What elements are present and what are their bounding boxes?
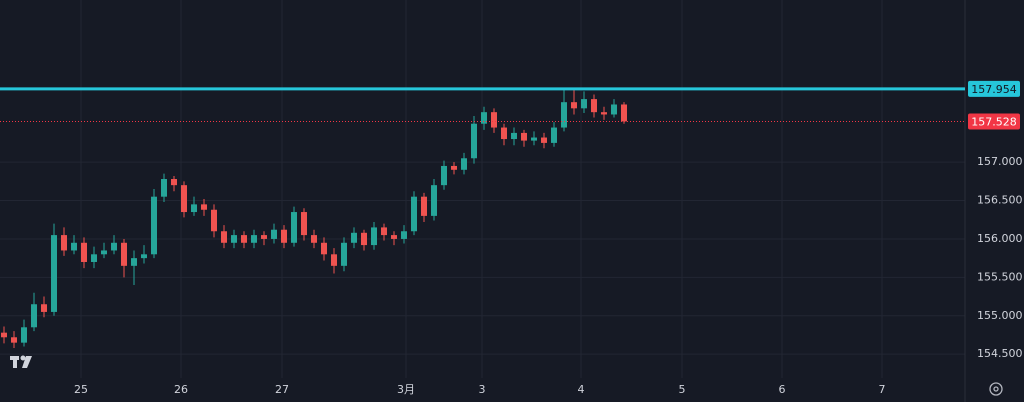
candle-body <box>301 212 307 236</box>
x-tick-label: 25 <box>74 383 88 396</box>
x-tick-label: 3 <box>479 383 486 396</box>
y-tick-label: 155.500 <box>977 270 1023 283</box>
candle-body <box>541 137 547 143</box>
candle-body <box>211 209 217 232</box>
candle-body <box>291 212 297 243</box>
candle-body <box>491 112 497 128</box>
candle-body <box>581 99 587 109</box>
x-tick-label: 6 <box>779 383 786 396</box>
candle-body <box>271 229 277 239</box>
candle-body <box>511 132 517 140</box>
candle-body <box>31 304 37 328</box>
candle-body <box>521 132 527 141</box>
tradingview-logo <box>10 355 32 368</box>
candle-body <box>171 179 177 186</box>
price-label: 157.954 <box>971 83 1017 96</box>
candle-body <box>1 332 7 338</box>
candle-body <box>201 204 207 210</box>
candle-body <box>161 179 167 197</box>
candle-body <box>231 235 237 243</box>
candle-body <box>51 235 57 312</box>
candle-body <box>601 112 607 115</box>
y-tick-label: 157.000 <box>977 155 1023 168</box>
x-tick-label: 4 <box>578 383 585 396</box>
candle-body <box>561 102 567 128</box>
candle-body <box>331 254 337 266</box>
candle-body <box>41 304 47 312</box>
price-label: 157.528 <box>971 116 1017 129</box>
candle-body <box>91 254 97 262</box>
price-label-box <box>968 80 1020 97</box>
candle-body <box>421 196 427 216</box>
candle-body <box>151 196 157 255</box>
candle-body <box>501 127 507 140</box>
candle-body <box>181 185 187 213</box>
candle-body <box>611 104 617 115</box>
candle-body <box>251 235 257 243</box>
x-tick-label: 26 <box>174 383 188 396</box>
candle-body <box>111 242 117 251</box>
candle-body <box>471 123 477 159</box>
candle-body <box>191 204 197 213</box>
y-tick-label: 155.000 <box>977 309 1023 322</box>
candle-body <box>81 242 87 262</box>
candle-body <box>101 250 107 255</box>
candle-body <box>401 231 407 239</box>
candle-body <box>441 165 447 186</box>
candle-body <box>371 227 377 246</box>
x-tick-label: 3月 <box>397 383 415 396</box>
candle-body <box>341 242 347 266</box>
candle-body <box>311 235 317 243</box>
candle-body <box>281 229 287 243</box>
candle-body <box>11 337 17 343</box>
candle-body <box>131 258 137 266</box>
candle-body <box>141 254 147 259</box>
candle-body <box>461 158 467 170</box>
price-label-box <box>968 113 1020 130</box>
candle-body <box>221 231 227 243</box>
y-tick-label: 156.000 <box>977 232 1023 245</box>
candle-body <box>571 102 577 109</box>
candle-body <box>591 99 597 113</box>
candle-body <box>391 235 397 239</box>
candle-body <box>321 242 327 255</box>
candle-body <box>481 112 487 124</box>
candle-body <box>381 227 387 236</box>
candle-body <box>431 185 437 216</box>
candle-body <box>621 104 627 122</box>
candle-body <box>351 232 357 243</box>
y-tick-label: 156.500 <box>977 194 1023 207</box>
candle-body <box>531 137 537 141</box>
candle-body <box>411 196 417 232</box>
candle-body <box>261 235 267 239</box>
candle-body <box>121 242 127 266</box>
candle-body <box>61 235 67 251</box>
candle-body <box>241 235 247 243</box>
candle-body <box>361 232 367 246</box>
y-tick-label: 154.500 <box>977 347 1023 360</box>
candle-body <box>551 127 557 143</box>
x-tick-label: 5 <box>679 383 686 396</box>
settings-button[interactable] <box>989 382 1003 396</box>
candle-body <box>451 165 457 170</box>
candle-body <box>21 327 27 343</box>
x-tick-label: 7 <box>879 383 886 396</box>
candle-body <box>71 242 77 251</box>
x-tick-label: 27 <box>275 383 289 396</box>
